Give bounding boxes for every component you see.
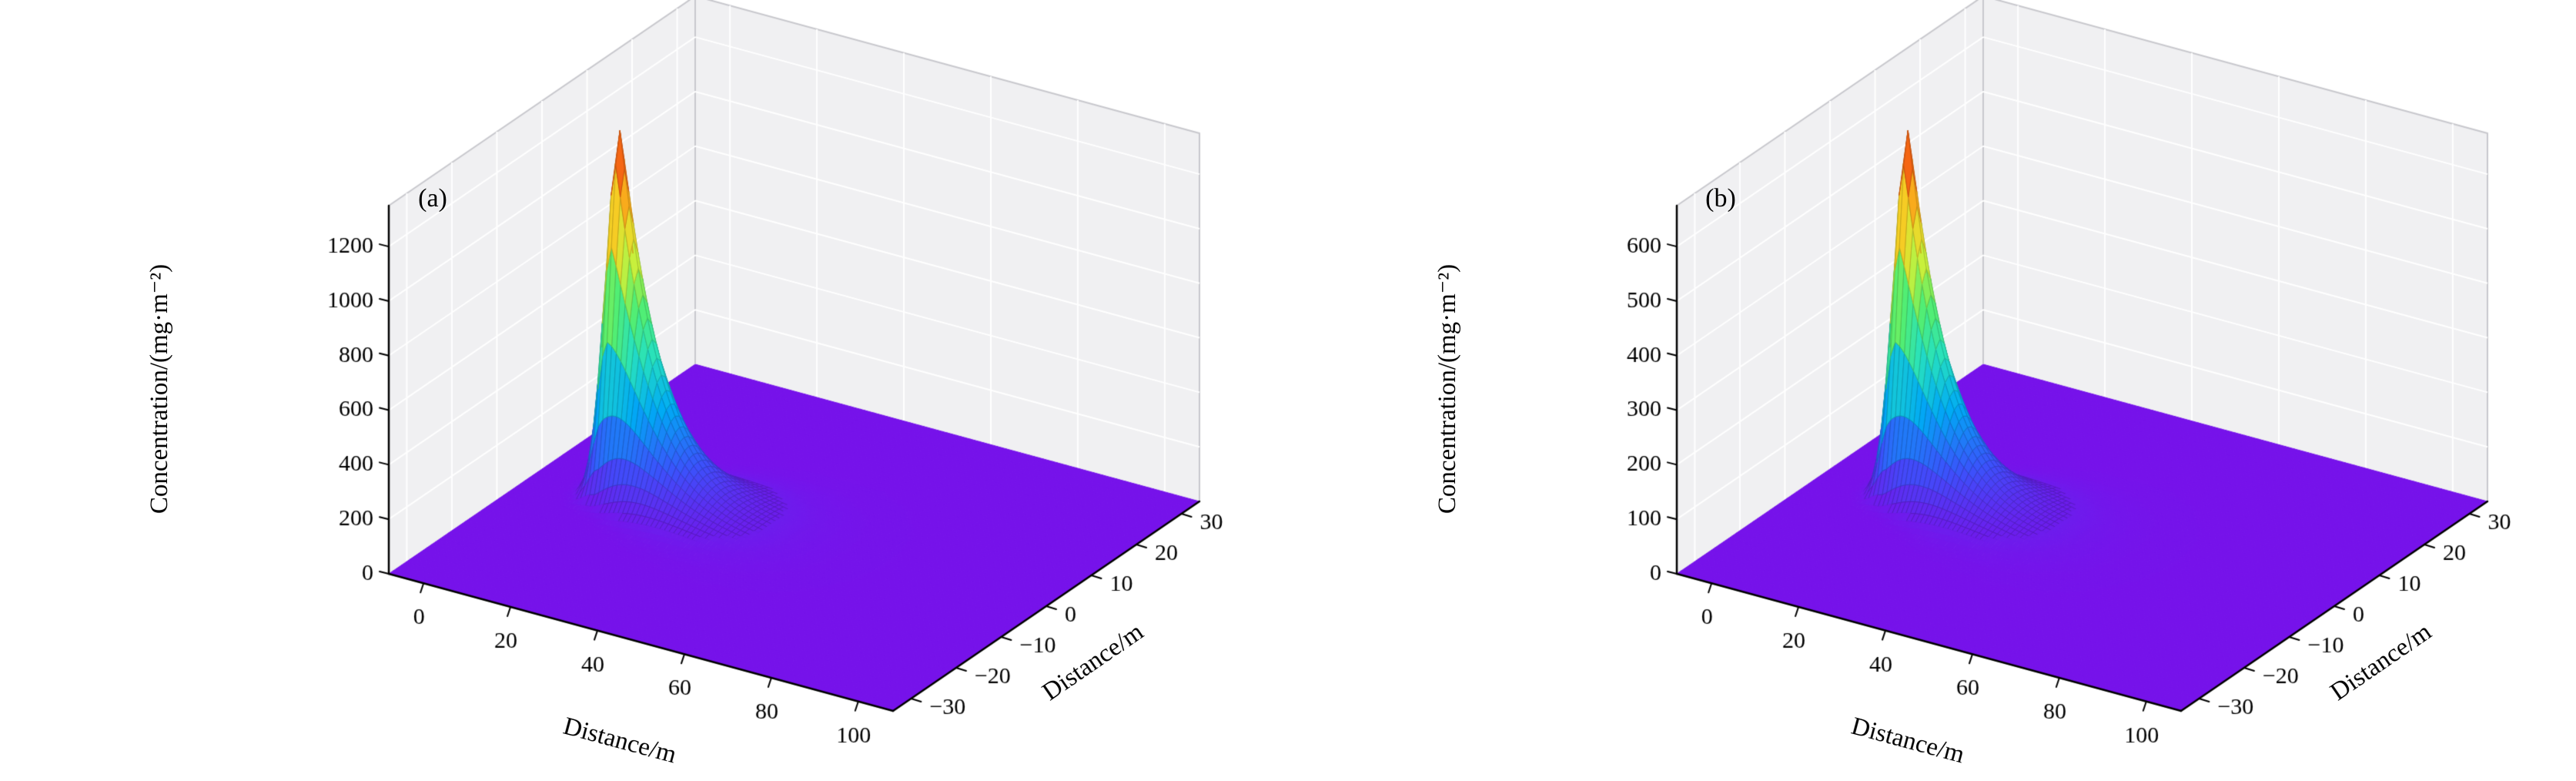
surface-plot-a: [0, 0, 1288, 781]
figure-panel-b: (b) Distance/m Distance/m Concentration/…: [1288, 0, 2576, 781]
surface-plot-b: [1288, 0, 2576, 781]
figure-panel-a: (a) Distance/m Distance/m Concentration/…: [0, 0, 1288, 781]
